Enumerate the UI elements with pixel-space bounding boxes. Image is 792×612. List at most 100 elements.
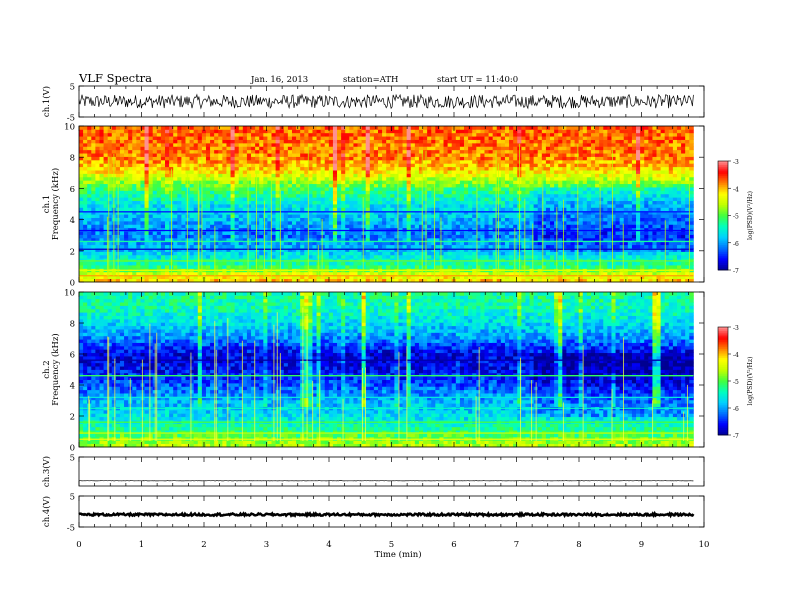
heatmap-cell: [468, 278, 473, 283]
heatmap-cell: [390, 234, 395, 239]
heatmap-cell: [451, 176, 457, 181]
heatmap-cell: [296, 258, 301, 263]
heatmap-cell: [472, 163, 477, 168]
heatmap-cell: [214, 156, 219, 161]
heatmap-cell: [328, 265, 334, 269]
heatmap-cell: [365, 126, 371, 130]
heatmap-cell: [459, 176, 465, 181]
heatmap-cell: [152, 261, 158, 266]
heatmap-cell: [210, 187, 215, 191]
heatmap-cell: [136, 224, 141, 229]
heatmap-cell: [373, 210, 379, 215]
heatmap-cell: [406, 142, 412, 147]
heatmap-cell: [222, 132, 227, 137]
heatmap-cell: [128, 224, 133, 229]
heatmap-cell: [451, 265, 457, 269]
heatmap-cell: [271, 193, 276, 198]
heatmap-cell: [308, 197, 313, 202]
heatmap-cell: [378, 200, 383, 205]
heatmap-cell: [513, 258, 518, 263]
heatmap-cell: [205, 180, 211, 185]
heatmap-cell: [230, 166, 236, 171]
heatmap-cell: [414, 204, 420, 208]
heatmap-cell: [414, 244, 420, 249]
heatmap-cell: [357, 241, 363, 246]
heatmap-cell: [255, 163, 260, 168]
heatmap-cell: [279, 248, 285, 252]
heatmap-cell: [193, 244, 199, 249]
heatmap-cell: [140, 231, 145, 235]
heatmap-cell: [488, 146, 494, 151]
heatmap-cell: [504, 204, 510, 208]
heatmap-cell: [320, 254, 326, 259]
heatmap-cell: [83, 210, 88, 215]
heatmap-cell: [423, 132, 428, 137]
heatmap-cell: [181, 271, 186, 276]
heatmap-cell: [361, 193, 367, 198]
heatmap-cell: [160, 254, 166, 259]
heatmap-cell: [246, 166, 252, 171]
heatmap-cell: [394, 136, 399, 140]
heatmap-cell: [423, 163, 428, 168]
heatmap-cell: [156, 258, 162, 263]
heatmap-cell: [181, 176, 186, 181]
heatmap-cell: [91, 275, 96, 280]
heatmap-cell: [406, 248, 412, 252]
heatmap-cell: [181, 248, 186, 252]
heatmap-cell: [361, 159, 367, 164]
heatmap-cell: [410, 231, 416, 235]
heatmap-cell: [259, 190, 264, 195]
heatmap-cell: [222, 244, 227, 249]
heatmap-cell: [500, 176, 506, 181]
heatmap-cell: [480, 278, 485, 283]
heatmap-cell: [238, 217, 244, 222]
heatmap-cell: [246, 210, 252, 215]
heatmap-cell: [95, 217, 100, 222]
heatmap-cell: [148, 163, 154, 168]
heatmap-cell: [177, 163, 182, 168]
heatmap-cell: [283, 214, 289, 218]
heatmap-cell: [287, 197, 293, 202]
heatmap-cell: [222, 220, 227, 225]
heatmap-cell: [87, 142, 92, 147]
heatmap-cell: [287, 139, 293, 144]
heatmap-cell: [189, 193, 195, 198]
heatmap-cell: [402, 214, 408, 218]
heatmap-cell: [95, 248, 100, 252]
heatmap-cell: [439, 217, 444, 222]
heatmap-cell: [99, 180, 104, 185]
heatmap-cell: [345, 227, 350, 232]
heatmap-cell: [124, 142, 129, 147]
heatmap-cell: [226, 227, 231, 232]
heatmap-cell: [210, 142, 215, 147]
heatmap-cell: [414, 193, 420, 198]
heatmap-cell: [382, 241, 387, 246]
heatmap-cell: [476, 136, 481, 140]
heatmap-cell: [201, 166, 207, 171]
heatmap-cell: [177, 159, 182, 164]
heatmap-cell: [316, 132, 322, 137]
heatmap-cell: [361, 258, 367, 263]
heatmap-cell: [472, 278, 477, 283]
heatmap-cell: [418, 190, 424, 195]
heatmap-cell: [259, 166, 264, 171]
heatmap-cell: [373, 149, 379, 154]
heatmap-cell: [476, 193, 481, 198]
heatmap-cell: [304, 200, 309, 205]
heatmap-cell: [148, 176, 154, 181]
heatmap-cell: [218, 190, 223, 195]
heatmap-cell: [103, 166, 109, 171]
heatmap-cell: [91, 214, 96, 218]
heatmap-cell: [312, 265, 317, 269]
heatmap-cell: [185, 129, 190, 134]
heatmap-cell: [193, 271, 199, 276]
heatmap-cell: [320, 176, 326, 181]
heatmap-cell: [279, 176, 285, 181]
heatmap-cell: [193, 166, 199, 171]
heatmap-cell: [431, 231, 436, 235]
heatmap-cell: [140, 207, 145, 212]
heatmap-cell: [500, 159, 506, 164]
heatmap-cell: [443, 166, 449, 171]
heatmap-cell: [357, 156, 363, 161]
heatmap-cell: [447, 258, 453, 263]
